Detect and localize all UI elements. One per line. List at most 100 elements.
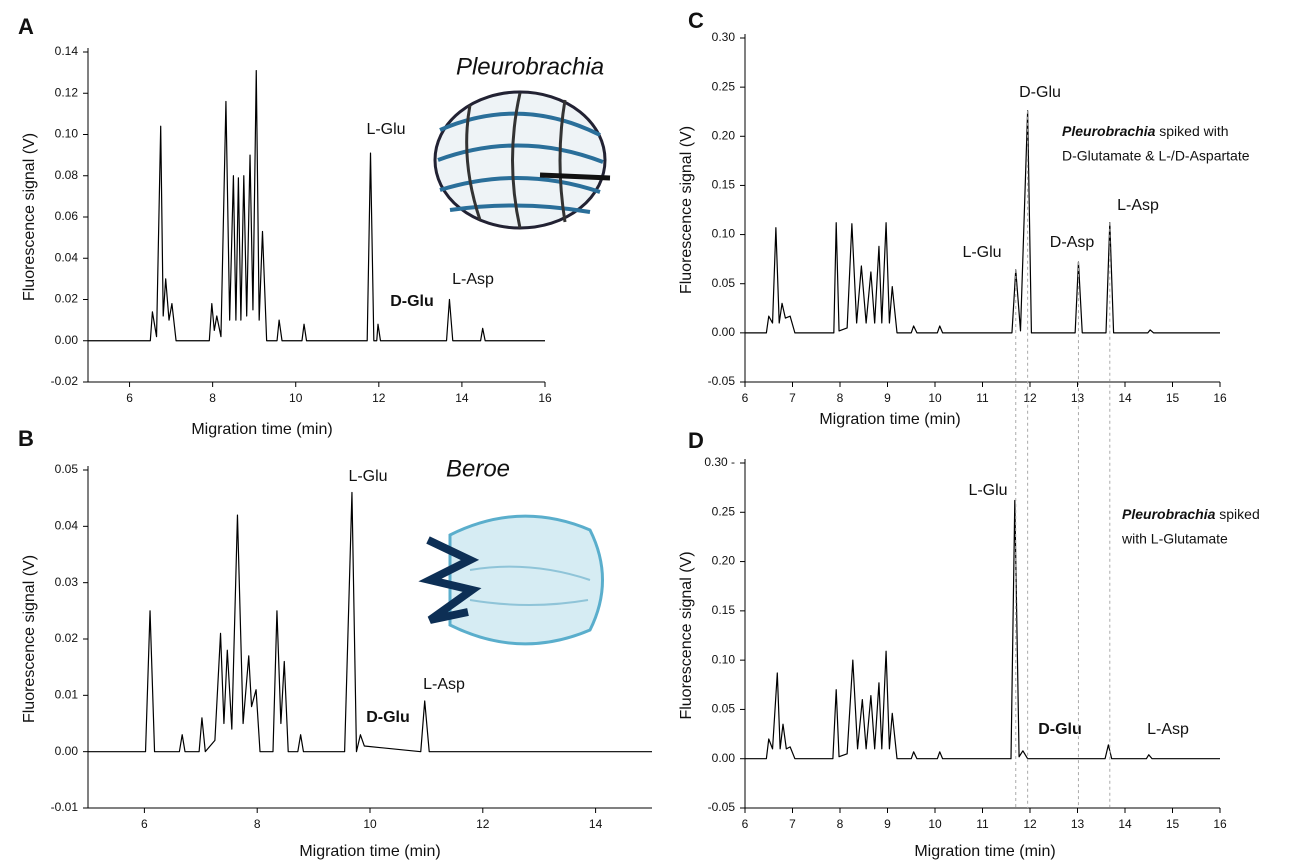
pleurobrachia-image (433, 90, 611, 230)
x-tick-label: 11 (976, 817, 989, 831)
note: Pleurobrachia spiked (1122, 506, 1260, 522)
panel-label: A (18, 14, 34, 39)
y-tick-label: -0.01 (51, 800, 79, 814)
peak-label: D-Glu (366, 709, 410, 726)
y-tick-label: 0.05 (712, 276, 736, 290)
x-tick-label: 9 (884, 391, 891, 405)
y-tick-label: -0.05 (708, 374, 736, 388)
y-tick-label: 0.00 (712, 325, 736, 339)
y-tick-label: 0.01 (55, 688, 79, 702)
y-tick-label: 0.14 (55, 44, 79, 58)
note-species: Pleurobrachia (1062, 123, 1156, 139)
x-tick-label: 8 (837, 391, 844, 405)
peak-label: L-Glu (366, 121, 405, 138)
trace (88, 491, 652, 753)
y-tick-label: 0.04 (55, 250, 79, 264)
beroe-image (418, 514, 604, 646)
y-axis-title: Fluorescence signal (V) (21, 133, 38, 301)
peak-label: D-Glu (390, 293, 434, 310)
peak-label: L-Asp (452, 271, 494, 288)
y-tick-label: 0.10 (712, 652, 736, 666)
x-tick-label: 6 (126, 391, 133, 405)
x-tick-label: 14 (1118, 391, 1132, 405)
x-axis-title: Migration time (min) (299, 843, 440, 860)
y-tick-label: 0.25 (712, 79, 736, 93)
y-tick-label: 0.05 (712, 702, 736, 716)
x-axis-title: Migration time (min) (914, 843, 1055, 860)
x-axis-title: Migration time (min) (191, 421, 332, 438)
note: D-Glutamate & L-/D-Aspartate (1062, 148, 1250, 164)
x-tick-label: 7 (789, 391, 796, 405)
peak-label: L-Glu (348, 468, 387, 485)
y-tick-label: 0.12 (55, 85, 79, 99)
y-tick-label: 0.30 - (704, 455, 735, 469)
note: with L-Glutamate (1121, 531, 1228, 547)
x-tick-label: 12 (476, 817, 490, 831)
note-species: Pleurobrachia (1122, 506, 1216, 522)
y-tick-label: 0.15 (712, 603, 736, 617)
y-axis-title: Fluorescence signal (V) (678, 126, 695, 294)
x-tick-label: 6 (742, 391, 749, 405)
y-tick-label: 0.04 (55, 519, 79, 533)
x-tick-label: 10 (289, 391, 303, 405)
x-tick-label: 14 (589, 817, 603, 831)
peak-label: L-Glu (962, 244, 1001, 261)
y-tick-label: 0.20 (712, 554, 736, 568)
y-tick-label: 0.02 (55, 292, 79, 306)
x-tick-label: 6 (141, 817, 148, 831)
y-tick-label: 0.00 (55, 744, 79, 758)
x-tick-label: 16 (1213, 817, 1227, 831)
panel-label: D (688, 428, 704, 453)
x-tick-label: 14 (1118, 817, 1132, 831)
x-tick-label: 10 (363, 817, 377, 831)
peak-label: L-Asp (1117, 197, 1159, 214)
x-tick-label: 14 (455, 391, 469, 405)
note: Pleurobrachia spiked with (1062, 123, 1229, 139)
x-tick-label: 10 (928, 391, 942, 405)
y-tick-label: -0.05 (708, 800, 736, 814)
peak-label: L-Glu (968, 482, 1007, 499)
x-tick-label: 16 (1213, 391, 1227, 405)
x-tick-label: 12 (372, 391, 386, 405)
y-tick-label: 0.05 (55, 462, 79, 476)
peak-label: D-Glu (1038, 721, 1082, 738)
y-tick-label: 0.25 (712, 504, 736, 518)
x-tick-label: 8 (254, 817, 261, 831)
trace (88, 69, 545, 342)
x-tick-label: 10 (928, 817, 942, 831)
panel-label: B (18, 426, 34, 451)
y-axis-title: Fluorescence signal (V) (678, 551, 695, 719)
x-tick-label: 7 (789, 817, 796, 831)
peak-label: D-Asp (1050, 234, 1095, 251)
x-tick-label: 15 (1166, 817, 1180, 831)
x-tick-label: 9 (884, 817, 891, 831)
x-tick-label: 11 (976, 391, 989, 405)
y-tick-label: 0.02 (55, 631, 79, 645)
y-tick-label: 0.10 (712, 227, 736, 241)
y-tick-label: 0.20 (712, 128, 736, 142)
x-tick-label: 6 (742, 817, 749, 831)
y-tick-label: 0.03 (55, 575, 79, 589)
y-tick-label: 0.00 (712, 751, 736, 765)
x-axis-title: Migration time (min) (819, 411, 960, 428)
panel-label: C (688, 8, 704, 33)
note-text: spiked with (1159, 123, 1228, 139)
y-axis-title: Fluorescence signal (V) (21, 555, 38, 723)
y-tick-label: 0.06 (55, 209, 79, 223)
x-tick-label: 16 (538, 391, 552, 405)
peak-label: L-Asp (423, 676, 465, 693)
peak-label: L-Asp (1147, 721, 1189, 738)
x-tick-label: 12 (1023, 391, 1037, 405)
trace (745, 499, 1220, 760)
x-tick-label: 13 (1071, 817, 1085, 831)
y-tick-label: 0.08 (55, 168, 79, 182)
species-label: Pleurobrachia (456, 53, 604, 80)
x-tick-label: 8 (837, 817, 844, 831)
trace (745, 110, 1220, 334)
y-tick-label: 0.10 (55, 127, 79, 141)
peak-label: D-Glu (1019, 84, 1061, 101)
y-tick-label: 0.30 (712, 30, 736, 44)
x-tick-label: 12 (1023, 817, 1037, 831)
y-tick-label: -0.02 (51, 374, 79, 388)
